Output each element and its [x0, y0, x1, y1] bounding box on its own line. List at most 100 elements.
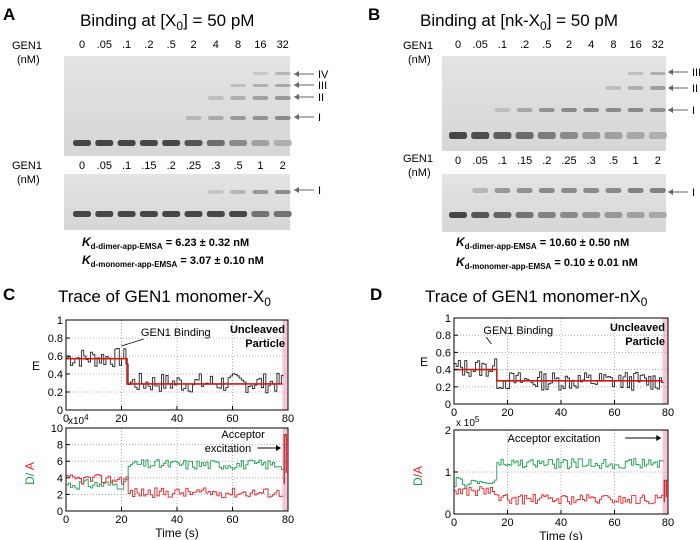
x-axis-label: Time (s)	[155, 526, 199, 540]
y-tick-label: 0	[57, 506, 63, 518]
gel-b-top-row-label: GEN1	[403, 40, 433, 52]
gel-b-top-row-unit: (nM)	[408, 54, 431, 66]
panel-c: C Trace of GEN1 monomer-X0 1 0.8 0.6 0.4 0.2…	[3, 285, 294, 540]
gel-band	[538, 188, 555, 193]
gel-a-bottom-row-unit: (nM)	[17, 174, 40, 186]
band-marker-label: II	[318, 92, 324, 104]
x-tick-label: 40	[555, 407, 567, 419]
y-tick-label: 0.6	[48, 351, 63, 363]
y-tick-label: 8	[57, 440, 63, 452]
lane-label: 8	[610, 39, 616, 51]
lane-label: .2	[520, 39, 529, 51]
acceptor-window	[662, 318, 668, 404]
lane-label: .25	[186, 160, 201, 172]
gel-band	[537, 212, 556, 218]
gel-band	[274, 84, 291, 87]
y-axis-exponent-power: 4	[84, 413, 89, 422]
gel-a-top-row-label: GEN1	[12, 40, 42, 52]
gel-band	[605, 188, 622, 193]
x-tick-label: 0	[63, 413, 69, 425]
gel-band	[117, 211, 136, 217]
gel-band	[627, 188, 644, 193]
gel-band	[605, 86, 622, 90]
annotation-particle: Particle	[245, 338, 285, 350]
band-marker-label: I	[692, 187, 695, 199]
panel-a: A Binding at [X0] = 50 pM GEN1 (nM) 0 .05…	[3, 5, 329, 269]
gel-b-top-bands	[449, 72, 667, 139]
gel-band	[515, 132, 534, 139]
panel-d-title: Trace of GEN1 monomer-nX0	[425, 287, 648, 309]
gel-a-top	[64, 56, 290, 156]
gel-band	[274, 116, 291, 120]
gel-band	[274, 72, 291, 75]
gel-band	[207, 96, 224, 100]
annotation-uncleaved: Uncleaved	[610, 322, 665, 334]
y-tick-label: 0.2	[436, 382, 451, 394]
x-tick-label: 0	[63, 514, 69, 526]
gel-band	[648, 212, 667, 218]
gel-a-bottom-row-label: GEN1	[12, 160, 42, 172]
gel-band	[648, 132, 667, 139]
x-tick-label: 0	[451, 517, 457, 529]
lane-label: .3	[211, 160, 220, 172]
gel-band	[273, 211, 292, 217]
lane-label: 4	[213, 39, 219, 51]
lane-label: .15	[517, 155, 532, 167]
gel-b-bottom-lane-labels: 0 .05 .1 .15 .2 .25 .3 .5 1 2	[455, 155, 661, 167]
gel-band	[649, 72, 666, 75]
y-tick-label: 0.8	[48, 333, 63, 345]
lane-label: 2	[280, 160, 286, 172]
gel-band	[230, 84, 247, 87]
y-tick-label: 0	[445, 509, 451, 521]
gel-band	[251, 211, 270, 217]
gel-band	[73, 211, 91, 217]
lane-label: .05	[97, 39, 112, 51]
gel-band	[252, 72, 269, 75]
x-tick-label: 40	[171, 514, 183, 526]
x-tick-label: 80	[662, 517, 674, 529]
gel-band	[561, 108, 577, 112]
lane-label: 8	[235, 39, 241, 51]
kd-monomer-a: Kd-monomer-app-EMSA = 3.07 ± 0.10 nM	[82, 253, 264, 269]
panel-letter-b: B	[368, 5, 380, 24]
lane-label: .1	[498, 39, 507, 51]
gel-a-bottom-bands	[73, 190, 292, 217]
plot-d-intensity: 2 1 00 20 40 60 80 Time (s) D/A x 105 Acceptor exc…	[411, 415, 674, 540]
lane-label: 0	[79, 160, 85, 172]
gel-band	[493, 212, 512, 218]
gel-band	[449, 212, 467, 218]
gel-band	[274, 190, 291, 194]
x-tick-label: 20	[501, 517, 513, 529]
gel-band	[229, 140, 248, 146]
y-tick-label: 0.6	[436, 347, 451, 359]
y-tick-label: 10	[51, 423, 63, 435]
lane-label: .25	[561, 155, 576, 167]
annotation-gen1-binding: GEN1 Binding	[141, 327, 211, 339]
lane-label: 2	[190, 39, 196, 51]
annotation-line	[485, 336, 492, 345]
marker-arrow-head	[668, 107, 673, 113]
lane-label: 0	[455, 39, 461, 51]
gel-b-bottom-bands	[449, 188, 667, 218]
marker-arrow-head	[294, 187, 299, 193]
y-axis-label: D/A	[411, 466, 425, 486]
marker-arrow-head	[668, 69, 673, 75]
lane-label: .1	[498, 155, 507, 167]
lane-label: .5	[542, 39, 551, 51]
gel-band	[494, 108, 511, 112]
y-axis-label-acceptor: /A	[411, 466, 425, 477]
gel-band	[472, 188, 489, 193]
marker-arrow-head	[294, 71, 299, 77]
lane-label: .05	[473, 155, 488, 167]
gel-band	[162, 211, 181, 217]
y-tick-label: 0.4	[48, 369, 63, 381]
panel-a-title: Binding at [X0] = 50 pM	[80, 11, 254, 33]
gel-band	[252, 190, 269, 194]
gel-band	[252, 96, 269, 100]
gel-band	[627, 108, 644, 112]
annotation-line	[121, 338, 144, 347]
gel-band	[649, 108, 666, 112]
gel-band	[95, 211, 114, 217]
gel-band	[251, 140, 270, 146]
